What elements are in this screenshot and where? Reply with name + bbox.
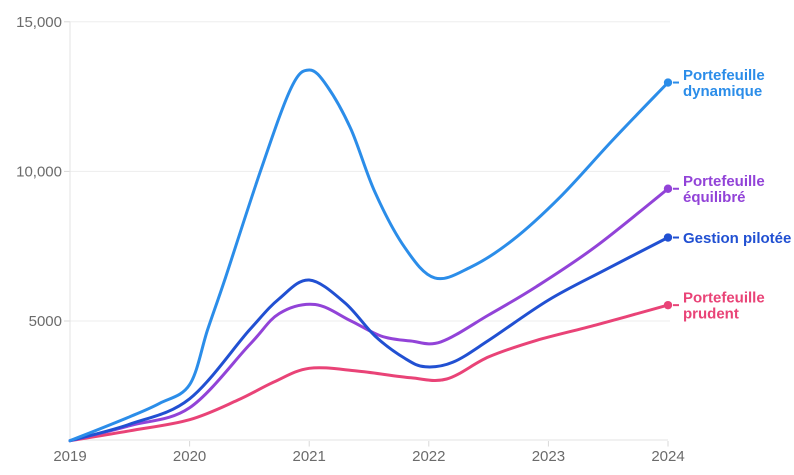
series-line-gestion-pilotee: [68, 236, 670, 443]
series-end-dot-gestion-pilotee: [663, 233, 673, 242]
series-gestion-pilotee: Gestion pilotée: [68, 230, 791, 443]
x-tick-label: 2023: [532, 448, 565, 465]
series-end-dot-portefeuille-dynamique: [663, 78, 673, 87]
series-end-dot-portefeuille-prudent: [663, 300, 673, 310]
series-portefeuille-dynamique: Portefeuille dynamique: [68, 67, 765, 443]
legend-label-gestion-pilotee: Gestion pilotée: [683, 230, 791, 247]
legend-label-portefeuille-equilibre: Portefeuille équilibré: [683, 173, 765, 206]
y-tick-label: 5000: [29, 313, 62, 330]
series-portefeuille-prudent: Portefeuille prudent: [68, 289, 765, 443]
legend-label-portefeuille-dynamique: Portefeuille dynamique: [683, 67, 765, 100]
axes: 2019 2020 2021 2022 2023 2024: [53, 21, 685, 465]
series-line-portefeuille-dynamique: [68, 68, 670, 443]
series-line-portefeuille-equilibre: [68, 187, 670, 443]
x-tick-label: 2019: [53, 448, 86, 465]
series-line-portefeuille-prudent: [68, 303, 670, 443]
gridlines: 5000 10,000 15,000: [16, 14, 670, 330]
series-portefeuille-equilibre: Portefeuille équilibré: [68, 173, 765, 443]
y-tick-label: 15,000: [16, 14, 62, 31]
x-tick-label: 2021: [293, 448, 326, 465]
x-tick-label: 2024: [651, 448, 684, 465]
x-tick-label: 2022: [412, 448, 445, 465]
x-tick-label: 2020: [173, 448, 206, 465]
y-tick-label: 10,000: [16, 164, 62, 181]
series-end-dot-portefeuille-equilibre: [663, 184, 673, 193]
legend-label-portefeuille-prudent: Portefeuille prudent: [683, 289, 765, 322]
